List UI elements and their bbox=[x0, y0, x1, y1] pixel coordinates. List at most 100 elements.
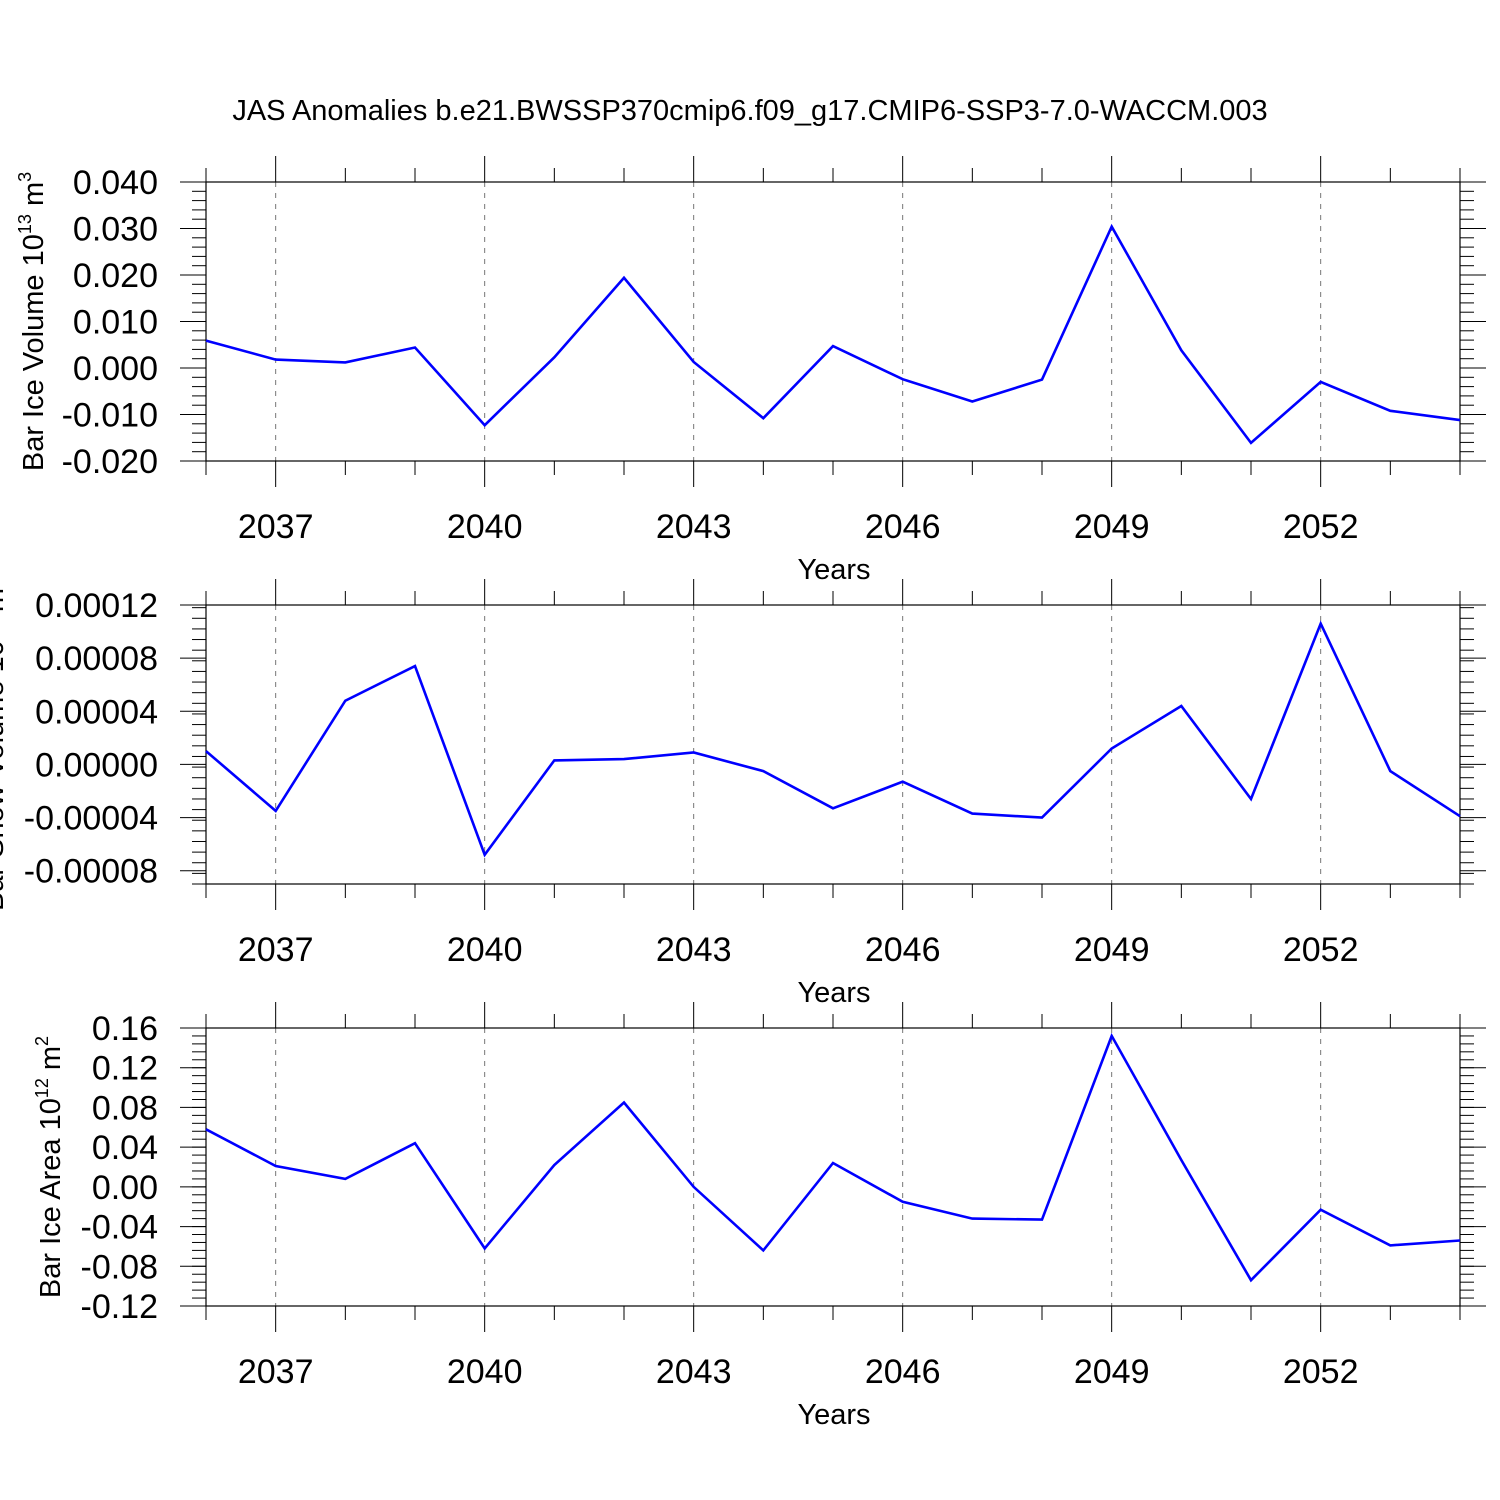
data-point bbox=[762, 770, 765, 773]
y-axis-label-main: Bar Ice Volume 10 bbox=[18, 234, 50, 471]
data-point bbox=[1319, 380, 1322, 383]
data-point bbox=[344, 699, 347, 702]
y-tick-label: 0.00000 bbox=[35, 746, 158, 784]
data-point bbox=[971, 400, 974, 403]
data-series-line bbox=[205, 1032, 1461, 1283]
y-tick-label: 0.12 bbox=[92, 1050, 158, 1088]
x-tick-label: 2040 bbox=[447, 1353, 523, 1391]
y-tick-label: 0.04 bbox=[92, 1129, 158, 1167]
data-point bbox=[762, 1249, 765, 1252]
y-tick-label: 0.030 bbox=[73, 211, 158, 249]
data-point bbox=[1041, 378, 1044, 381]
data-point bbox=[274, 809, 277, 812]
x-tick-label: 2046 bbox=[865, 1353, 941, 1391]
panel-1: 2037 2040 2043 2046 2049 2052 0.040 0.030 0.020 0… bbox=[15, 156, 1486, 586]
data-point bbox=[1041, 1218, 1044, 1221]
x-tick-label: 2052 bbox=[1283, 508, 1359, 546]
y-tick-label: 0.020 bbox=[73, 257, 158, 295]
data-point bbox=[1459, 1239, 1462, 1242]
y-axis-label-main: Bar Snow Volume 10 bbox=[0, 640, 10, 911]
data-point bbox=[832, 1162, 835, 1165]
x-tick-label: 2046 bbox=[865, 931, 941, 969]
data-series-line bbox=[205, 620, 1461, 858]
data-point bbox=[692, 751, 695, 754]
y-axis-label-unit: m bbox=[35, 1046, 67, 1078]
x-tick-label: 2043 bbox=[656, 508, 732, 546]
data-point bbox=[1041, 816, 1044, 819]
y-tick-label: -0.010 bbox=[62, 397, 158, 435]
y-axis-label-main: Bar Ice Area 10 bbox=[35, 1098, 67, 1298]
data-point bbox=[553, 759, 556, 762]
data-point bbox=[832, 807, 835, 810]
data-point bbox=[414, 665, 417, 668]
data-point bbox=[483, 424, 486, 427]
data-point bbox=[1110, 747, 1113, 750]
y-tick-label: -0.12 bbox=[81, 1288, 159, 1326]
data-point bbox=[414, 1142, 417, 1145]
data-point bbox=[692, 360, 695, 363]
data-point bbox=[762, 417, 765, 420]
y-axis-label: Bar Snow Volume 1013 m3 bbox=[0, 578, 10, 911]
data-point bbox=[1459, 815, 1462, 818]
y-tick-label: -0.04 bbox=[81, 1209, 159, 1247]
data-point bbox=[205, 1128, 208, 1131]
data-point bbox=[553, 356, 556, 359]
x-tick-label: 2046 bbox=[865, 508, 941, 546]
plot-frame bbox=[205, 1027, 1461, 1307]
data-series-line bbox=[205, 223, 1461, 445]
y-tick-label: 0.00004 bbox=[35, 693, 158, 731]
data-point bbox=[901, 378, 904, 381]
y-tick-label: 0.040 bbox=[73, 164, 158, 202]
data-point bbox=[1180, 1159, 1183, 1162]
y-tick-label: 0.000 bbox=[73, 350, 158, 388]
y-tick-label: 0.00012 bbox=[35, 587, 158, 625]
data-point bbox=[553, 1164, 556, 1167]
y-axis-label-exponent: 13 bbox=[15, 214, 35, 234]
y-axis-label-unit: m bbox=[0, 588, 10, 620]
data-point bbox=[1250, 441, 1253, 444]
data-point bbox=[1180, 349, 1183, 352]
y-tick-label: 0.00008 bbox=[35, 640, 158, 678]
y-axis-label-unit-exponent: 2 bbox=[32, 1036, 52, 1046]
data-point bbox=[205, 339, 208, 342]
x-tick-label: 2037 bbox=[238, 1353, 314, 1391]
data-point bbox=[692, 1185, 695, 1188]
data-point bbox=[1250, 797, 1253, 800]
data-point bbox=[971, 812, 974, 815]
x-tick-label: 2049 bbox=[1074, 1353, 1150, 1391]
data-point bbox=[483, 1247, 486, 1250]
data-point bbox=[623, 276, 626, 279]
y-tick-label: -0.00004 bbox=[24, 800, 158, 838]
x-tick-label: 2052 bbox=[1283, 931, 1359, 969]
data-point bbox=[414, 346, 417, 349]
data-point bbox=[1250, 1279, 1253, 1282]
plot-frame bbox=[205, 181, 1461, 462]
y-tick-label: 0.16 bbox=[92, 1010, 158, 1048]
panel-3: 2037 2040 2043 2046 2049 2052 0.160.120.080.04… bbox=[32, 1002, 1486, 1431]
data-point bbox=[1110, 1034, 1113, 1037]
data-point bbox=[832, 345, 835, 348]
data-point bbox=[1459, 419, 1462, 422]
y-axis-label-unit-exponent: 3 bbox=[15, 172, 35, 182]
chart-title: JAS Anomalies b.e21.BWSSP370cmip6.f09_g1… bbox=[232, 95, 1267, 127]
y-axis-label: Bar Ice Area 1012 m2 bbox=[32, 1036, 67, 1298]
x-tick-label: 2049 bbox=[1074, 508, 1150, 546]
x-tick-label: 2049 bbox=[1074, 931, 1150, 969]
data-point bbox=[901, 780, 904, 783]
data-point bbox=[1389, 1244, 1392, 1247]
x-axis-label: Years bbox=[797, 977, 870, 1009]
y-tick-label: -0.020 bbox=[62, 443, 158, 481]
x-tick-label: 2037 bbox=[238, 508, 314, 546]
data-point bbox=[971, 1217, 974, 1220]
data-point bbox=[901, 1200, 904, 1203]
x-axis-label: Years bbox=[797, 1399, 870, 1431]
x-tick-label: 2043 bbox=[656, 931, 732, 969]
data-point bbox=[205, 750, 208, 753]
data-point bbox=[623, 758, 626, 761]
x-tick-label: 2037 bbox=[238, 931, 314, 969]
data-point bbox=[274, 358, 277, 361]
y-tick-label: -0.00008 bbox=[24, 853, 158, 891]
data-point bbox=[1319, 1208, 1322, 1211]
data-point bbox=[1389, 409, 1392, 412]
